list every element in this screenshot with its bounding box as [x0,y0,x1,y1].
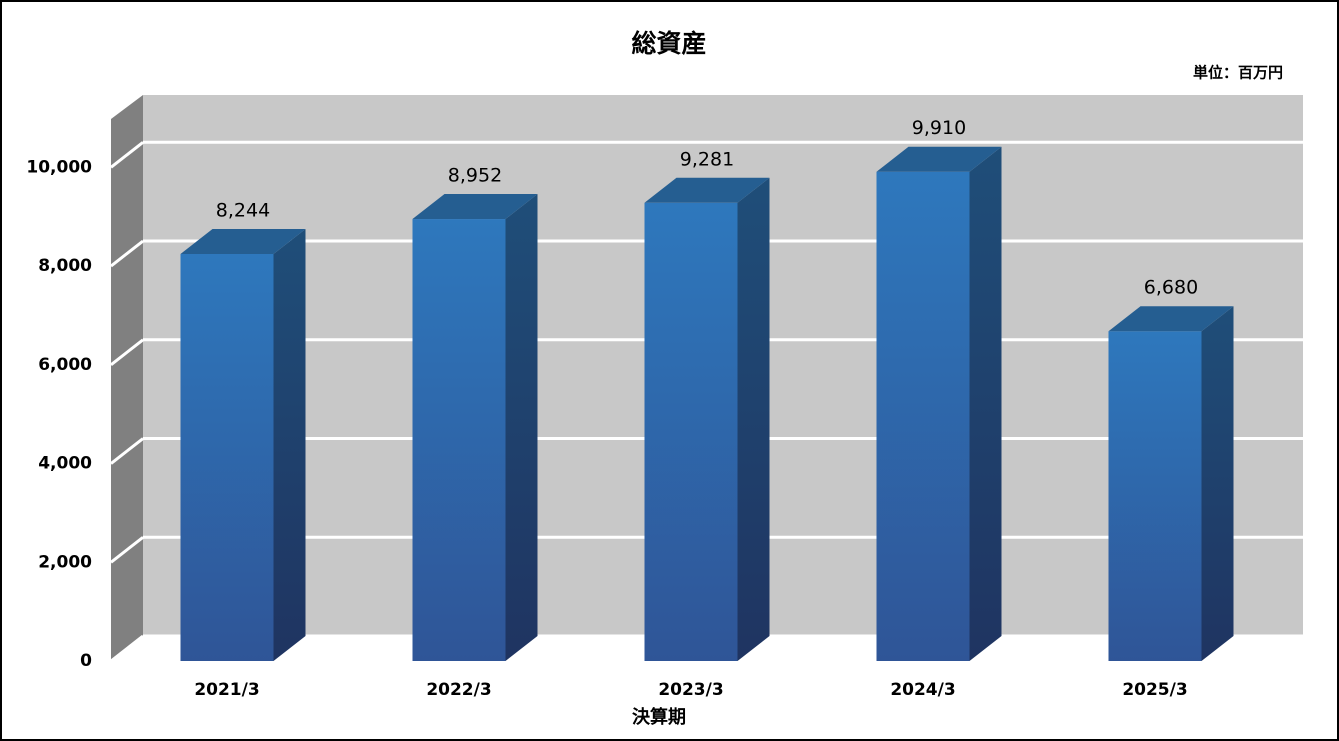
bar-top [876,146,1002,172]
bar-front [876,171,970,662]
bar-front [1108,331,1202,661]
x-tick-label: 2024/3 [890,680,955,700]
bar-side [273,228,306,661]
bar-top [180,228,306,254]
side-wall [111,95,143,660]
x-tick-label: 2021/3 [194,680,259,700]
bar-top [412,194,538,220]
value-label: 8,244 [216,199,270,221]
bar-top [1108,306,1234,332]
bar-top [644,177,770,203]
bar-front [180,253,274,661]
bar-side [1201,306,1234,661]
value-label: 8,952 [448,165,502,187]
grid-line-side [110,239,144,268]
x-tick-label: 2023/3 [658,680,723,700]
y-tick-label: 0 [80,651,92,671]
y-tick-label: 4,000 [38,454,92,474]
x-tick-label: 2022/3 [426,680,491,700]
value-label: 9,281 [680,148,734,170]
x-axis-title: 決算期 [632,706,686,728]
y-tick-label: 10,000 [26,157,92,177]
value-label: 9,910 [912,117,966,139]
unit-label: 単位：百万円 [1193,64,1283,82]
bar-side [969,146,1002,662]
grid-line-side [110,338,144,366]
y-tick-label: 8,000 [38,256,92,276]
grid-line-side [110,634,144,663]
bar-front [644,202,738,661]
x-tick-label: 2025/3 [1122,680,1187,700]
y-tick-label: 6,000 [38,355,92,375]
grid-line-side [110,437,144,465]
grid-line-side [110,536,144,564]
value-label: 6,680 [1144,277,1198,299]
y-tick-label: 2,000 [38,552,92,572]
bar-front [412,219,506,661]
chart-title: 総資産 [631,29,706,58]
grid-line-side [110,141,144,169]
bar-side [737,177,770,661]
bar-side [505,194,538,661]
